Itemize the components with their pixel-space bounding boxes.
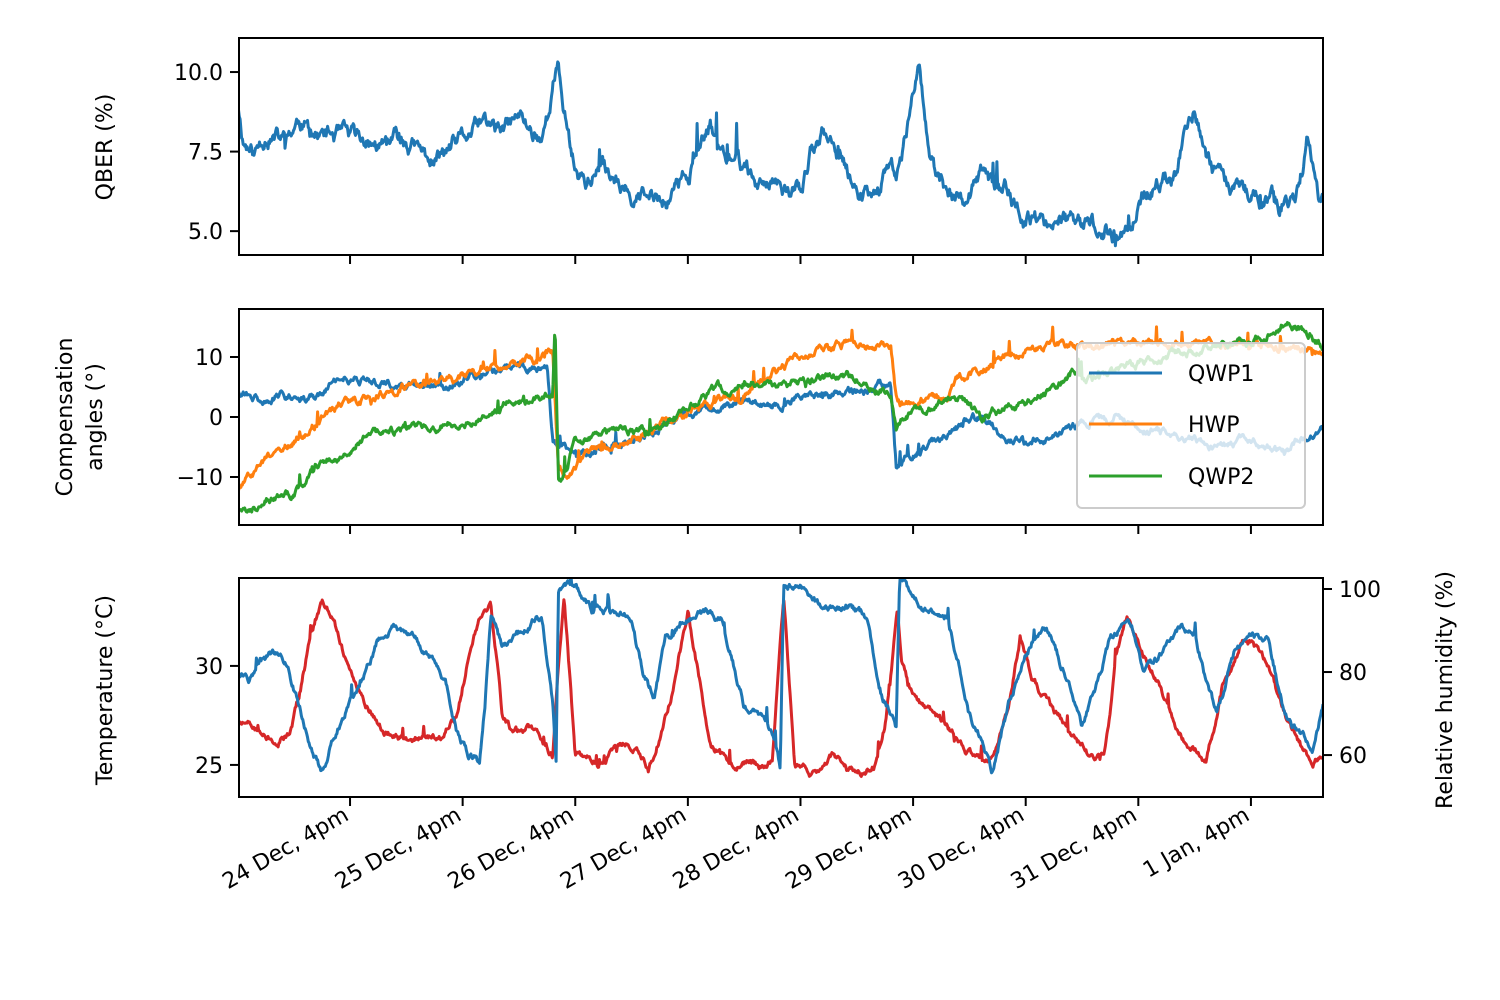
environment-series-group bbox=[239, 578, 1323, 778]
qber-y-ticks: 5.0 7.5 10.0 bbox=[174, 61, 239, 245]
compensation-y-axis-label-line2: angles (°) bbox=[83, 363, 108, 471]
qber-panel: 5.0 7.5 10.0 QBER (%) bbox=[93, 37, 1324, 264]
legend-box bbox=[1076, 342, 1306, 509]
environment-axes-frame bbox=[238, 577, 1324, 798]
compensation-y-axis-label-line1: Compensation bbox=[53, 338, 78, 497]
humidity-y-ticks: 60 80 100 bbox=[1323, 578, 1381, 769]
temperature-y-ticks: 25 30 bbox=[195, 655, 239, 779]
y-tick-label: 10 bbox=[195, 346, 223, 371]
y-tick-label-right: 60 bbox=[1339, 744, 1367, 769]
qber-series-group bbox=[239, 60, 1323, 248]
qber-axes-frame bbox=[238, 37, 1324, 256]
y-tick-label: −10 bbox=[177, 466, 223, 491]
qber-x-ticks bbox=[349, 255, 1252, 264]
compensation-y-ticks: −10 0 10 bbox=[177, 346, 239, 491]
series-line-qber bbox=[239, 60, 1323, 248]
humidity-y-axis-label: Relative humidity (%) bbox=[1433, 571, 1458, 809]
y-tick-label: 30 bbox=[195, 655, 223, 680]
y-tick-label: 5.0 bbox=[188, 220, 223, 245]
legend: QWP1 HWP QWP2 bbox=[1076, 342, 1306, 509]
legend-label-qwp1: QWP1 bbox=[1188, 362, 1254, 387]
compensation-x-ticks bbox=[349, 525, 1252, 534]
y-tick-label: 7.5 bbox=[188, 141, 223, 166]
compensation-panel: −10 0 10 Compensation angles (°) QWP1 HWP … bbox=[53, 308, 1324, 534]
legend-label-hwp: HWP bbox=[1188, 413, 1240, 438]
y-tick-label: 10.0 bbox=[174, 61, 223, 86]
y-tick-label: 25 bbox=[195, 754, 223, 779]
series-line-temperature bbox=[239, 598, 1323, 778]
legend-label-qwp2: QWP2 bbox=[1188, 465, 1254, 490]
y-tick-label: 0 bbox=[209, 406, 223, 431]
series-line-relative-humidity bbox=[239, 578, 1323, 775]
y-tick-label-right: 100 bbox=[1339, 578, 1381, 603]
qber-y-axis-label: QBER (%) bbox=[93, 94, 118, 201]
y-tick-label-right: 80 bbox=[1339, 661, 1367, 686]
temperature-y-axis-label: Temperature (°C) bbox=[93, 595, 118, 786]
